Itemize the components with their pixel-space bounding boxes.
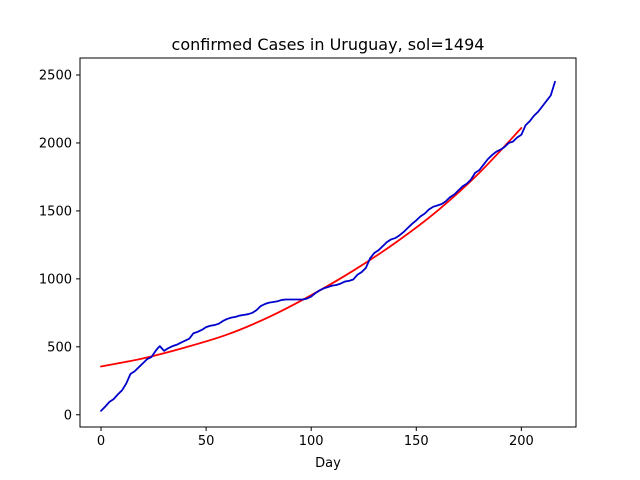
x-tick-label: 50 — [198, 434, 215, 449]
y-tick-label: 500 — [47, 340, 72, 355]
x-axis: 0 50 100 150 200 — [97, 427, 534, 449]
x-tick-label: 150 — [404, 434, 429, 449]
y-axis: 0 500 1000 1500 2000 2500 — [39, 68, 80, 423]
plot-frame — [79, 57, 577, 428]
x-tick-label: 200 — [509, 434, 534, 449]
y-tick-label: 1000 — [39, 272, 72, 287]
series-layer — [100, 80, 556, 412]
y-tick-label: 2500 — [39, 68, 72, 83]
y-tick-label: 2000 — [39, 136, 72, 151]
series-line-fit — [100, 127, 523, 368]
x-axis-label: Day — [315, 456, 341, 471]
series-line-confirmed-cases — [100, 80, 556, 412]
plot-background — [80, 58, 576, 427]
y-tick-label: 0 — [64, 408, 72, 423]
x-tick-label: 0 — [97, 434, 105, 449]
x-tick-label: 100 — [299, 434, 324, 449]
chart-title: confirmed Cases in Uruguay, sol=1494 — [172, 35, 485, 54]
y-tick-label: 1500 — [39, 204, 72, 219]
